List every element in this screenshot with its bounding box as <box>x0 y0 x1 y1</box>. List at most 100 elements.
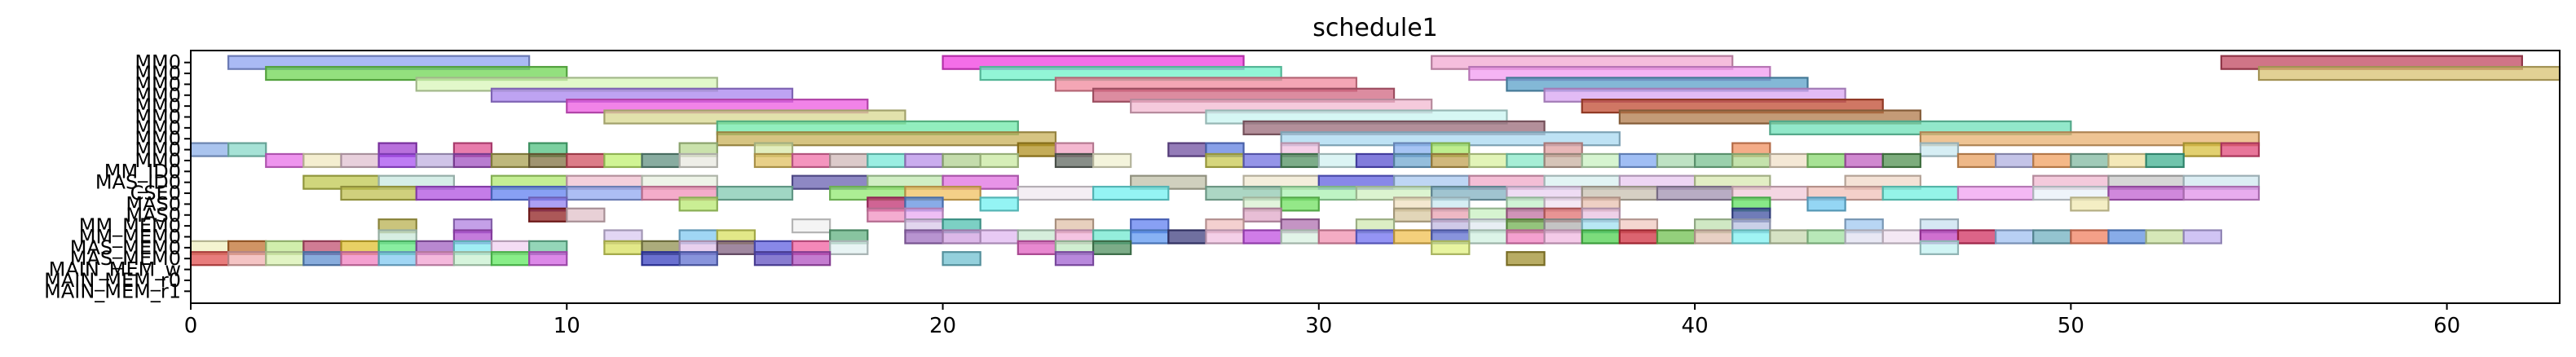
task-bar <box>1919 240 1960 255</box>
y-tick-label: MM0 <box>135 139 181 161</box>
task-bar <box>1994 152 2035 169</box>
task-bar <box>1092 152 1132 169</box>
y-tick-label: MAS0 <box>126 204 181 227</box>
y-tick-label: MM0 <box>135 127 181 150</box>
task-bar <box>1618 229 1659 245</box>
task-bar <box>1317 229 1358 245</box>
task-bar <box>979 229 1019 245</box>
y-tick-label: MM0 <box>135 62 181 85</box>
task-bar <box>829 240 869 255</box>
task-bar <box>641 251 681 267</box>
x-axis: 0 10 20 30 40 50 60 <box>184 303 2460 338</box>
task-bar <box>1693 152 1734 169</box>
task-bar <box>979 196 1019 212</box>
task-bar <box>566 207 606 223</box>
task-bar <box>1468 229 1508 245</box>
y-tick-label: MM0 <box>135 73 181 95</box>
task-bar <box>1919 131 2261 147</box>
task-bar <box>189 251 230 267</box>
task-bar <box>1731 152 1771 169</box>
task-bar <box>716 185 794 201</box>
task-bar <box>1656 185 1734 201</box>
task-bar <box>829 152 869 169</box>
task-bar <box>1054 251 1095 267</box>
task-bar <box>1392 207 1433 223</box>
task-bar <box>603 152 643 169</box>
task-bar <box>2070 152 2110 169</box>
y-tick-label: MAS_MEM0 <box>70 236 181 259</box>
y-tick-label: MM0 <box>135 51 181 74</box>
task-bar <box>415 152 455 169</box>
task-bar <box>528 207 568 223</box>
task-bar <box>1769 152 1809 169</box>
task-bar <box>2032 229 2072 245</box>
task-bar <box>189 142 230 157</box>
task-bar <box>1130 229 1170 245</box>
y-tick-label: MM0 <box>135 106 181 129</box>
x-tick-label: 0 <box>184 314 198 338</box>
task-bar <box>528 152 568 169</box>
task-bar <box>340 185 417 201</box>
task-bar <box>678 251 718 267</box>
task-bar <box>1731 229 1771 245</box>
task-bar <box>2070 196 2110 212</box>
y-tick-label: MM0 <box>135 84 181 107</box>
task-bar <box>1468 152 1508 169</box>
task-bar <box>302 251 342 267</box>
task-bar <box>1656 229 1696 245</box>
y-tick-label: MAS_ID0 <box>95 171 181 194</box>
task-bar <box>1280 229 1320 245</box>
task-bar <box>791 218 831 234</box>
task-bar <box>1167 229 1207 245</box>
task-bar <box>1280 196 1320 212</box>
y-tick-label: MAIN_MEM_r1 <box>44 280 181 302</box>
task-bar <box>716 240 756 255</box>
y-axis: MM0MM0MM0MM0MM0MM0MM0MM0MM0MM0MM_ID0MAS_… <box>44 51 191 302</box>
task-bar <box>753 251 794 267</box>
task-bar <box>1205 152 1245 169</box>
task-bar <box>1242 152 1282 169</box>
task-bar <box>227 142 267 157</box>
task-bar <box>1844 229 1884 245</box>
task-bar <box>1769 229 1809 245</box>
task-bar <box>1806 229 1846 245</box>
task-bar <box>1506 229 1546 245</box>
task-bar <box>528 251 568 267</box>
task-bar <box>791 251 831 267</box>
task-bar <box>1543 152 1583 169</box>
task-bar <box>1956 152 1997 169</box>
plot-frame <box>190 50 2561 304</box>
task-bar <box>1205 229 1245 245</box>
y-tick-label: MM_MEM0 <box>79 226 181 249</box>
task-bar <box>1881 229 1921 245</box>
task-bar <box>1017 142 1057 157</box>
x-tick-label: 50 <box>2058 314 2084 338</box>
task-bar <box>490 251 531 267</box>
task-bar <box>265 152 305 169</box>
task-bar <box>1355 152 1396 169</box>
task-bar <box>227 251 267 267</box>
task-bar <box>1092 240 1132 255</box>
task-bar <box>566 152 606 169</box>
task-bar <box>566 185 643 201</box>
task-bar <box>452 152 493 169</box>
task-bar <box>340 152 380 169</box>
task-bar <box>1506 152 1546 169</box>
y-tick-label: MM0 <box>135 95 181 117</box>
task-bar <box>490 152 531 169</box>
task-bar <box>942 251 981 267</box>
task-bar <box>791 152 831 169</box>
task-bar <box>1956 185 2035 201</box>
task-bar <box>2145 152 2185 169</box>
task-bar <box>1956 229 1997 245</box>
task-bar <box>2257 65 2561 82</box>
task-bar <box>1919 142 1960 157</box>
x-tick-label: 30 <box>1305 314 1332 338</box>
task-bars <box>189 55 2561 267</box>
task-bar <box>1317 152 1358 169</box>
task-bar <box>1806 152 1846 169</box>
task-bar <box>2107 229 2147 245</box>
task-bar <box>1431 152 1471 169</box>
task-bar <box>678 196 718 212</box>
